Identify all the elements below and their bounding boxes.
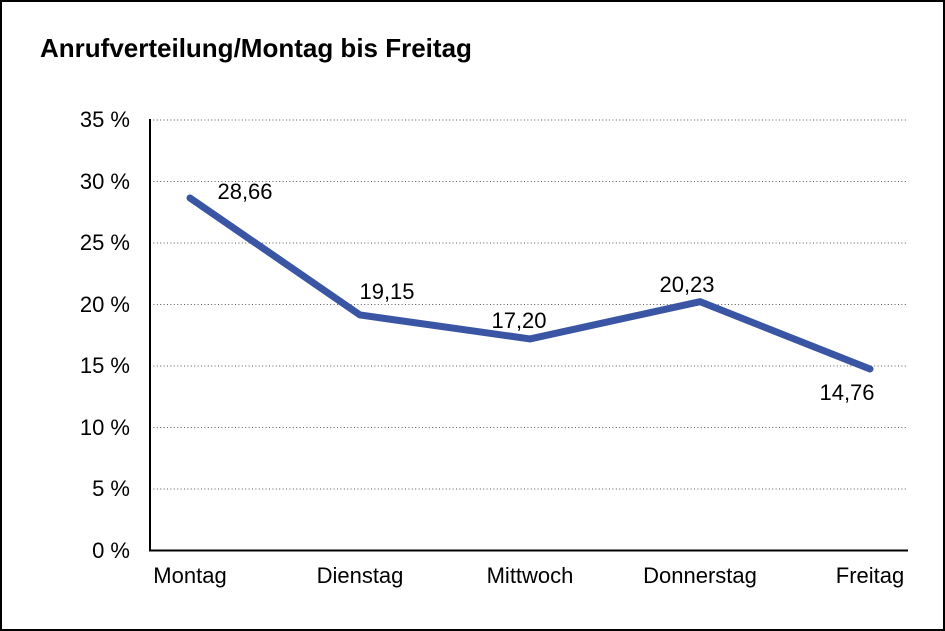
y-tick-label: 10 % <box>79 414 130 440</box>
x-tick-label-mittwoch: Mittwoch <box>486 563 574 588</box>
y-tick-label: 35 % <box>79 107 130 132</box>
data-point-label: 20,23 <box>659 272 715 297</box>
y-tick-label: 30 % <box>79 168 130 194</box>
x-tick-label-dienstag: Dienstag <box>316 563 404 588</box>
chart-title: Anrufverteilung/Montag bis Freitag <box>40 33 472 63</box>
data-point-label: 28,66 <box>217 179 273 204</box>
y-tick-label: 20 % <box>79 291 130 317</box>
data-point-label: 19,15 <box>359 279 415 304</box>
y-tick-label: 5 % <box>92 476 130 501</box>
x-tick-label-donnerstag: Donnerstag <box>643 563 757 588</box>
x-tick-label-freitag: Freitag <box>835 563 905 588</box>
x-tick-label-montag: Montag <box>153 563 227 588</box>
data-point-label: 17,20 <box>491 308 547 333</box>
y-tick-label: 15 % <box>79 353 130 378</box>
data-point-label: 14,76 <box>819 380 875 405</box>
y-tick-label: 0 % <box>92 537 130 563</box>
data-line <box>186 194 874 373</box>
y-tick-label: 25 % <box>79 230 130 255</box>
gridlines <box>150 119 907 490</box>
